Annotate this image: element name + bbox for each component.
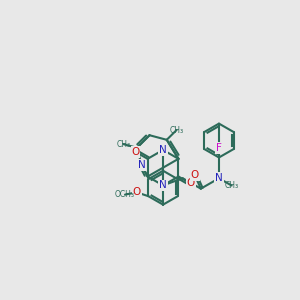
Text: OCH₃: OCH₃: [115, 190, 135, 199]
Text: O: O: [131, 147, 140, 157]
Text: N: N: [159, 180, 167, 190]
Text: N: N: [215, 173, 223, 183]
Text: CH₃: CH₃: [225, 181, 239, 190]
Text: N: N: [138, 160, 146, 170]
Text: N: N: [159, 145, 167, 155]
Text: O: O: [133, 187, 141, 197]
Text: F: F: [216, 143, 222, 153]
Text: O: O: [186, 178, 195, 188]
Text: CH₃: CH₃: [116, 140, 130, 149]
Text: O: O: [190, 170, 199, 180]
Text: CH₃: CH₃: [169, 125, 184, 134]
